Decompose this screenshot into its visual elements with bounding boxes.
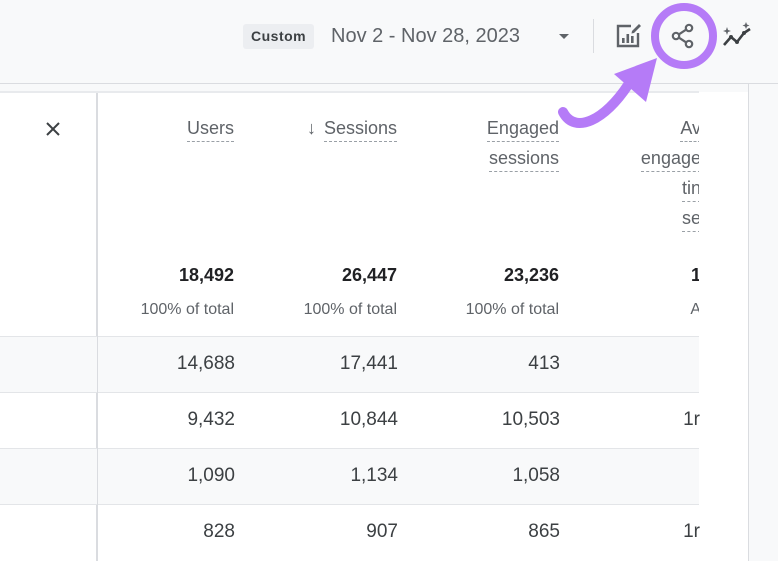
column-header-users[interactable]: Users [186,113,234,143]
toolbar-divider [593,19,594,53]
table-row[interactable]: 828 907 865 1r [0,504,700,560]
chevron-down-icon[interactable] [559,34,569,39]
table-row[interactable]: 14,688 17,441 413 [0,336,699,392]
dimension-column [0,93,97,561]
column-header-engaged-sessions[interactable]: Engaged sessions [486,113,559,173]
total-sessions: 26,447 [341,265,397,285]
insights-button[interactable] [720,18,756,54]
total-engaged-sessions: 23,236 [503,265,559,285]
arrow-down-icon: ↓ [306,118,316,138]
table-row[interactable]: 9,432 10,844 10,503 1r [0,392,700,448]
metric-columns: Users ↓ Sessions Engaged sessions Av enga… [98,93,699,561]
column-header-sessions[interactable]: ↓ Sessions [307,113,397,143]
customize-report-button[interactable] [610,18,646,54]
insights-icon [723,22,751,46]
pct-of-total: 100% of total [465,301,559,318]
close-icon [46,122,60,136]
share-button[interactable] [665,18,701,54]
customize-report-icon [616,24,641,48]
date-preset-chip[interactable]: Custom [243,24,315,49]
remove-dimension-button[interactable] [42,118,64,140]
right-gutter [748,84,778,561]
share-icon [671,23,694,49]
pct-of-total: A [690,301,699,318]
column-divider [97,93,98,561]
column-header-avg-engagement-time[interactable]: Av engage tin se [640,113,699,233]
pct-of-total: 100% of total [303,301,397,318]
total-users: 18,492 [178,265,234,285]
report-header: Custom Nov 2 - Nov 28, 2023 [0,0,778,84]
table-top-border [0,91,699,93]
date-range-picker[interactable]: Nov 2 - Nov 28, 2023 [331,25,520,47]
total-avg-engagement: 1 [690,265,699,285]
pct-of-total: 100% of total [140,301,234,318]
table-row[interactable]: 1,090 1,134 1,058 [0,448,699,504]
